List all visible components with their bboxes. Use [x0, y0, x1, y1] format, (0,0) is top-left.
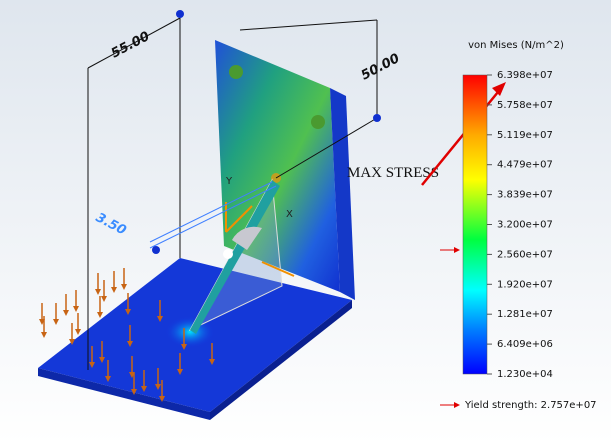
- legend-label: 4.479e+07: [497, 160, 553, 171]
- dimension-lines: [87, 14, 378, 370]
- annotation: MAX STRESS: [347, 165, 439, 181]
- load-arrow-head: [101, 296, 107, 302]
- legend-label: 2.560e+07: [497, 249, 553, 260]
- load-arrow-head: [75, 329, 81, 335]
- legend-label: 3.839e+07: [497, 190, 553, 201]
- legend-label: 6.398e+07: [497, 70, 553, 81]
- legend-label: 3.200e+07: [497, 220, 553, 231]
- legend-label: 1.920e+07: [497, 279, 553, 290]
- handle: [373, 114, 381, 122]
- angle-marker: [232, 226, 262, 250]
- yield-strength: Yield strength: 2.757e+07: [464, 400, 597, 411]
- legend-label: 1.230e+04: [497, 369, 553, 380]
- handle: [152, 246, 160, 254]
- legend-label: 1.281e+07: [497, 309, 553, 320]
- load-arrows: [39, 268, 215, 402]
- yield-marker-head: [454, 247, 460, 253]
- load-arrow-head: [53, 319, 59, 325]
- load-arrow-head: [177, 369, 183, 375]
- bolt-hole: [229, 65, 243, 79]
- load-arrow-head: [159, 396, 165, 402]
- load-arrow-head: [69, 339, 75, 345]
- legend-title: von Mises (N/m^2): [468, 40, 564, 51]
- load-arrow-head: [209, 359, 215, 365]
- load-arrow-head: [95, 289, 101, 295]
- load-arrow-head: [89, 362, 95, 368]
- pivot: [223, 249, 233, 259]
- legend-label: 5.758e+07: [497, 100, 553, 111]
- legend-label: 5.119e+07: [497, 130, 553, 141]
- axis-x: X: [286, 209, 293, 220]
- load-arrow-head: [97, 312, 103, 318]
- load-arrow-head: [157, 316, 163, 322]
- color-bar: [462, 74, 488, 375]
- load-arrow-head: [127, 341, 133, 347]
- load-arrow-head: [73, 306, 79, 312]
- axis-y: Y: [225, 176, 233, 187]
- load-arrow-head: [181, 344, 187, 350]
- triad: [225, 202, 295, 277]
- legend-labels: 6.398e+07 5.758e+07 5.119e+07 4.479e+07 3.83…: [487, 70, 553, 380]
- load-arrow-head: [125, 309, 131, 315]
- vertical-plate-side: [330, 88, 355, 300]
- legend-label: 6.409e+06: [497, 339, 553, 350]
- yield-key-head: [454, 402, 460, 408]
- load-arrow-head: [155, 384, 161, 390]
- load-arrow-head: [105, 376, 111, 382]
- gusset-edge: [190, 180, 280, 334]
- load-arrow-head: [121, 284, 127, 290]
- load-arrow-head: [131, 389, 137, 395]
- annotation-arrowhead: [492, 82, 506, 96]
- handle: [176, 10, 184, 18]
- load-arrow-head: [141, 386, 147, 392]
- load-arrow-head: [41, 332, 47, 338]
- load-arrow-head: [111, 287, 117, 293]
- base-edge: [210, 300, 352, 420]
- base-edge: [38, 368, 210, 420]
- bolt-hole: [311, 115, 325, 129]
- load-arrow-head: [63, 310, 69, 316]
- load-arrow-head: [99, 357, 105, 363]
